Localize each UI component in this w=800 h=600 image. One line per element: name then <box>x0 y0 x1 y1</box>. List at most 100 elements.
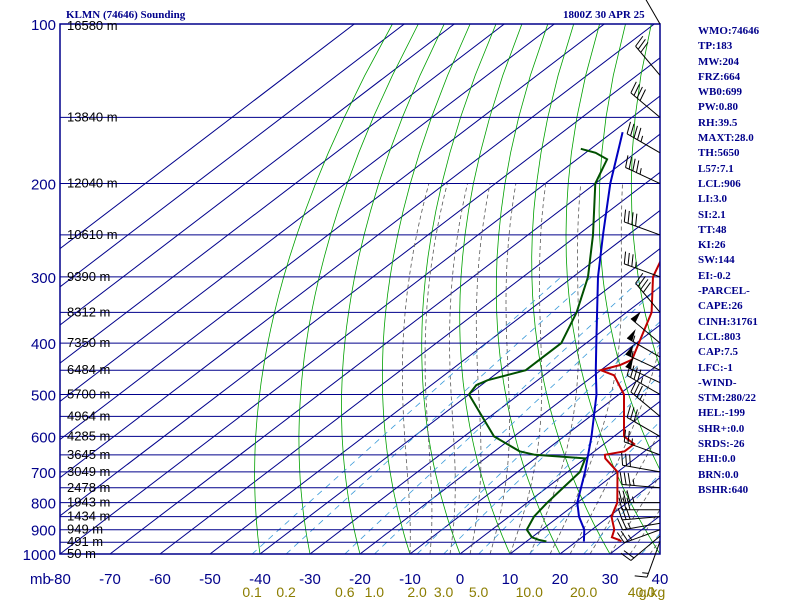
height-label: 13840 m <box>67 109 118 124</box>
isobar-lines <box>60 23 660 555</box>
isotherm-line <box>60 24 505 364</box>
wind-barb-feather <box>635 213 638 227</box>
wind-barb-half-feather <box>640 377 644 384</box>
index-value: TT:48 <box>698 223 727 236</box>
mixing-ratio-label: 0.1 <box>242 584 262 600</box>
wind-barb-staff <box>626 375 661 395</box>
sounding-title: KLMN (74646) Sounding <box>66 9 186 21</box>
wind-barb-flag <box>630 311 641 323</box>
index-value: BSHR:640 <box>698 483 749 496</box>
wind-barb-staff <box>622 464 661 473</box>
wind-barb-flag <box>625 344 634 357</box>
isotherm-line <box>159 171 660 554</box>
index-value: LCL:803 <box>698 330 741 343</box>
isotherm-line <box>60 24 605 441</box>
height-label: 16580 m <box>67 18 118 33</box>
dry-adiabat-line <box>254 24 393 554</box>
mixing-ratio-label: 5.0 <box>469 584 489 600</box>
isotherm-line <box>459 400 660 554</box>
mixing-ratio-unit-label: g/kg <box>639 584 665 600</box>
wind-barb-feather <box>635 272 644 284</box>
wind-barb <box>626 121 661 154</box>
wind-barb <box>618 490 660 504</box>
temperature-axis-labels: -80 -70 -60 -50 -40 -30 -20 -10 0 10 20 30 40 <box>49 571 668 588</box>
pressure-label: 500 <box>31 387 56 404</box>
wind-barb-feather <box>637 39 646 50</box>
dewpoint-trace <box>467 147 609 543</box>
wind-barb-staff <box>630 535 661 561</box>
isotherm-line <box>60 24 405 288</box>
wind-barb <box>625 356 661 384</box>
wind-barb <box>635 272 661 313</box>
wind-barb-staff <box>624 263 661 278</box>
wind-barb-half-feather <box>635 261 637 269</box>
mixing-ratio-line <box>344 276 645 554</box>
mixing-ratio-label: 0.6 <box>335 584 355 600</box>
index-value: EHI:0.0 <box>698 453 736 466</box>
wind-barb-feather <box>633 367 638 380</box>
pressure-label: 300 <box>31 270 56 287</box>
index-value: SI:2.1 <box>698 208 726 221</box>
isotherm-line <box>60 24 455 326</box>
mixing-ratio-label: 40.0 <box>628 584 655 600</box>
mixing-ratio-labels: 0.1 0.2 0.6 1.0 2.0 3.0 5.0 10.0 20.0 40.0g/kg <box>242 584 665 600</box>
pressure-label: 200 <box>31 177 56 194</box>
index-value: CINH:31761 <box>698 315 758 328</box>
wind-barb-feather <box>625 155 629 168</box>
mixing-ratio-label: 3.0 <box>434 584 454 600</box>
wind-barb-feather <box>620 530 629 542</box>
wind-barb-staff <box>630 391 661 417</box>
index-value: LCL:906 <box>698 177 741 190</box>
wind-barb-feather <box>627 210 630 224</box>
mixing-ratio-label: 20.0 <box>570 584 597 600</box>
wind-barb <box>630 81 661 118</box>
index-value: STM:280/22 <box>698 392 757 405</box>
wind-barb <box>634 541 661 578</box>
isotherm-line <box>209 209 660 554</box>
wind-barb-feather <box>622 497 627 510</box>
wind-barb-feather <box>627 252 630 266</box>
wind-barb-feather <box>626 490 631 503</box>
index-value: RH:39.5 <box>698 116 738 129</box>
temperature-label: -30 <box>299 571 321 588</box>
wind-barb-staff <box>624 221 661 236</box>
wind-barb-staff <box>624 441 661 456</box>
isotherm-line <box>359 324 660 554</box>
isotherm-line <box>60 57 660 517</box>
wind-barb-feather <box>618 490 623 503</box>
wind-barb-feather <box>631 254 634 267</box>
wind-barb-feather <box>626 121 631 134</box>
wind-barb-feather <box>617 508 623 521</box>
wind-barb-feather <box>621 452 624 466</box>
index-panel: WMO:74646 TP:183 MW:204 FRZ:664 WB0:699 PW:0.… <box>698 24 798 498</box>
index-value: BRN:0.0 <box>698 468 739 481</box>
wind-barb-feather <box>633 383 640 395</box>
wind-barb-half-feather <box>639 393 644 400</box>
height-label: 1434 m <box>67 509 110 524</box>
wind-barb-half-feather <box>639 168 642 175</box>
wind-barb <box>623 429 661 456</box>
temperature-label: 40 <box>652 571 669 588</box>
dry-adiabat-line <box>598 24 660 471</box>
pressure-label: 100 <box>31 17 56 34</box>
index-value: HEL:-199 <box>698 407 746 420</box>
wind-barb-staff <box>624 529 661 544</box>
height-label: 4964 m <box>67 408 110 423</box>
moist-adiabat-line <box>449 183 468 554</box>
wind-barb-feather <box>630 81 637 94</box>
height-label: 491 m <box>67 534 103 549</box>
height-label: 10610 m <box>67 227 118 242</box>
axis-unit-label: mb <box>30 571 51 588</box>
wind-barb-feather <box>639 89 646 101</box>
temperature-label: 0 <box>456 571 464 588</box>
moist-adiabat-line <box>529 183 582 554</box>
index-value: L57:7.1 <box>698 162 734 175</box>
wind-barb-feather <box>626 405 631 418</box>
isotherm-line <box>60 24 655 479</box>
moist-adiabat-line <box>549 183 623 554</box>
temperature-label: 10 <box>502 571 519 588</box>
index-value: -PARCEL- <box>698 285 750 298</box>
height-label: 7350 m <box>67 335 110 350</box>
wind-barb-feather <box>626 497 631 510</box>
